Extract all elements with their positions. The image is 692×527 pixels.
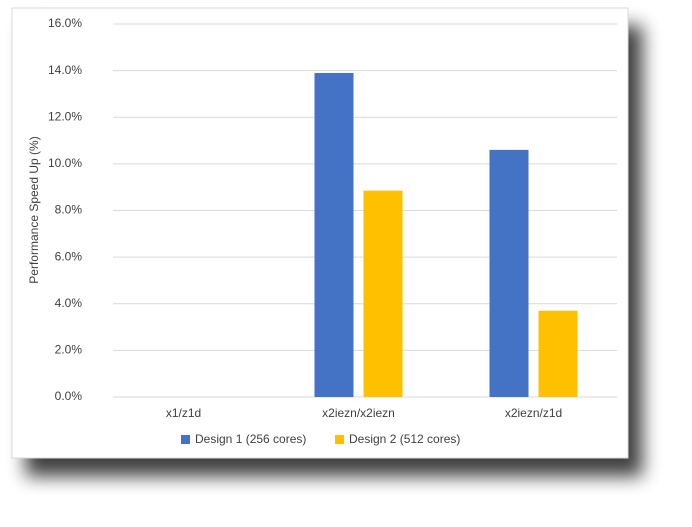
y-tick-label: 8.0% (55, 203, 83, 217)
legend-label: Design 2 (512 cores) (349, 432, 460, 446)
x-tick-label: x1/z1d (166, 406, 201, 420)
legend-swatch (335, 435, 344, 444)
y-tick-label: 10.0% (48, 156, 82, 170)
bar (314, 72, 354, 398)
y-tick-label: 12.0% (48, 109, 82, 123)
x-tick-label: x2iezn/z1d (505, 406, 562, 420)
y-tick-label: 14.0% (48, 63, 82, 77)
x-tick-label: x2iezn/x2iezn (322, 406, 395, 420)
y-tick-label: 6.0% (55, 249, 83, 263)
legend-label: Design 1 (256 cores) (195, 432, 306, 446)
y-tick-label: 4.0% (55, 296, 83, 310)
y-tick-label: 0.0% (55, 389, 83, 403)
bar (538, 310, 578, 397)
y-tick-label: 2.0% (55, 343, 83, 357)
legend-swatch (181, 435, 190, 444)
y-tick-label: 16.0% (48, 16, 82, 30)
y-axis-title: Performance Speed Up (%) (27, 136, 41, 283)
bar (363, 190, 403, 397)
bar (489, 149, 529, 397)
